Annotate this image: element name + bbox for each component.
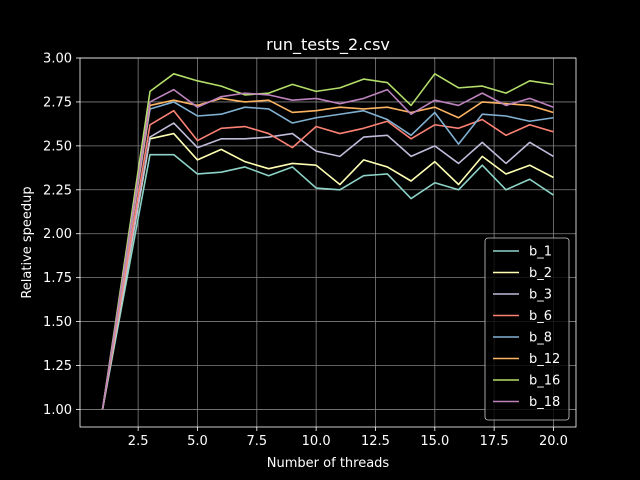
x-tick-label: 15.0 [420,434,449,449]
y-tick-label: 2.25 [43,183,72,198]
y-tick-label: 2.50 [43,139,72,154]
tick-layer: 2.5 5.0 7.5 10.0 12.5 15.0 17.5 20.0 1.00 1.25 1.5… [43,52,568,450]
series-line-b-1 [101,153,554,410]
x-tick-label: 5.0 [187,434,208,449]
plot-frame [79,57,577,428]
series-line-b-18 [101,88,554,410]
y-tick-label: 1.75 [43,271,72,286]
legend-entry-label: b_6 [529,309,552,324]
series-line-b-12 [101,97,554,410]
series-line-b-3 [101,122,554,410]
legend-entry-label: b_2 [529,266,552,281]
y-axis-label: Relative speedup [20,186,35,298]
y-tick-label: 1.25 [43,359,72,374]
legend: b_1 b_2 b_3 b_6 b_8 b_12 b_16 b_18 [484,237,570,421]
series-line-b-16 [101,73,554,410]
legend-entry-label: b_8 [529,331,552,346]
legend-entry-label: b_3 [529,288,552,303]
x-tick-label: 10.0 [302,434,331,449]
x-tick-label: 12.5 [361,434,390,449]
series-layer [101,73,554,410]
y-tick-label: 2.75 [43,95,72,110]
legend-entry-label: b_16 [529,374,560,389]
legend-entry-label: b_1 [529,245,552,260]
x-tick-label: 17.5 [480,434,509,449]
x-axis-label: Number of threads [267,456,390,471]
legend-box [484,237,570,421]
legend-entry-label: b_18 [529,395,560,410]
legend-entry-label: b_12 [529,352,560,367]
series-line-b-6 [101,109,554,410]
series-line-b-2 [101,132,554,410]
series-line-b-8 [101,101,554,410]
chart-title: run_tests_2.csv [266,35,390,55]
x-tick-label: 2.5 [128,434,149,449]
y-tick-label: 1.50 [43,315,72,330]
x-tick-label: 20.0 [539,434,568,449]
y-tick-label: 3.00 [43,52,72,67]
y-tick-label: 1.00 [43,403,72,418]
y-tick-label: 2.00 [43,227,72,242]
x-tick-label: 7.5 [246,434,267,449]
